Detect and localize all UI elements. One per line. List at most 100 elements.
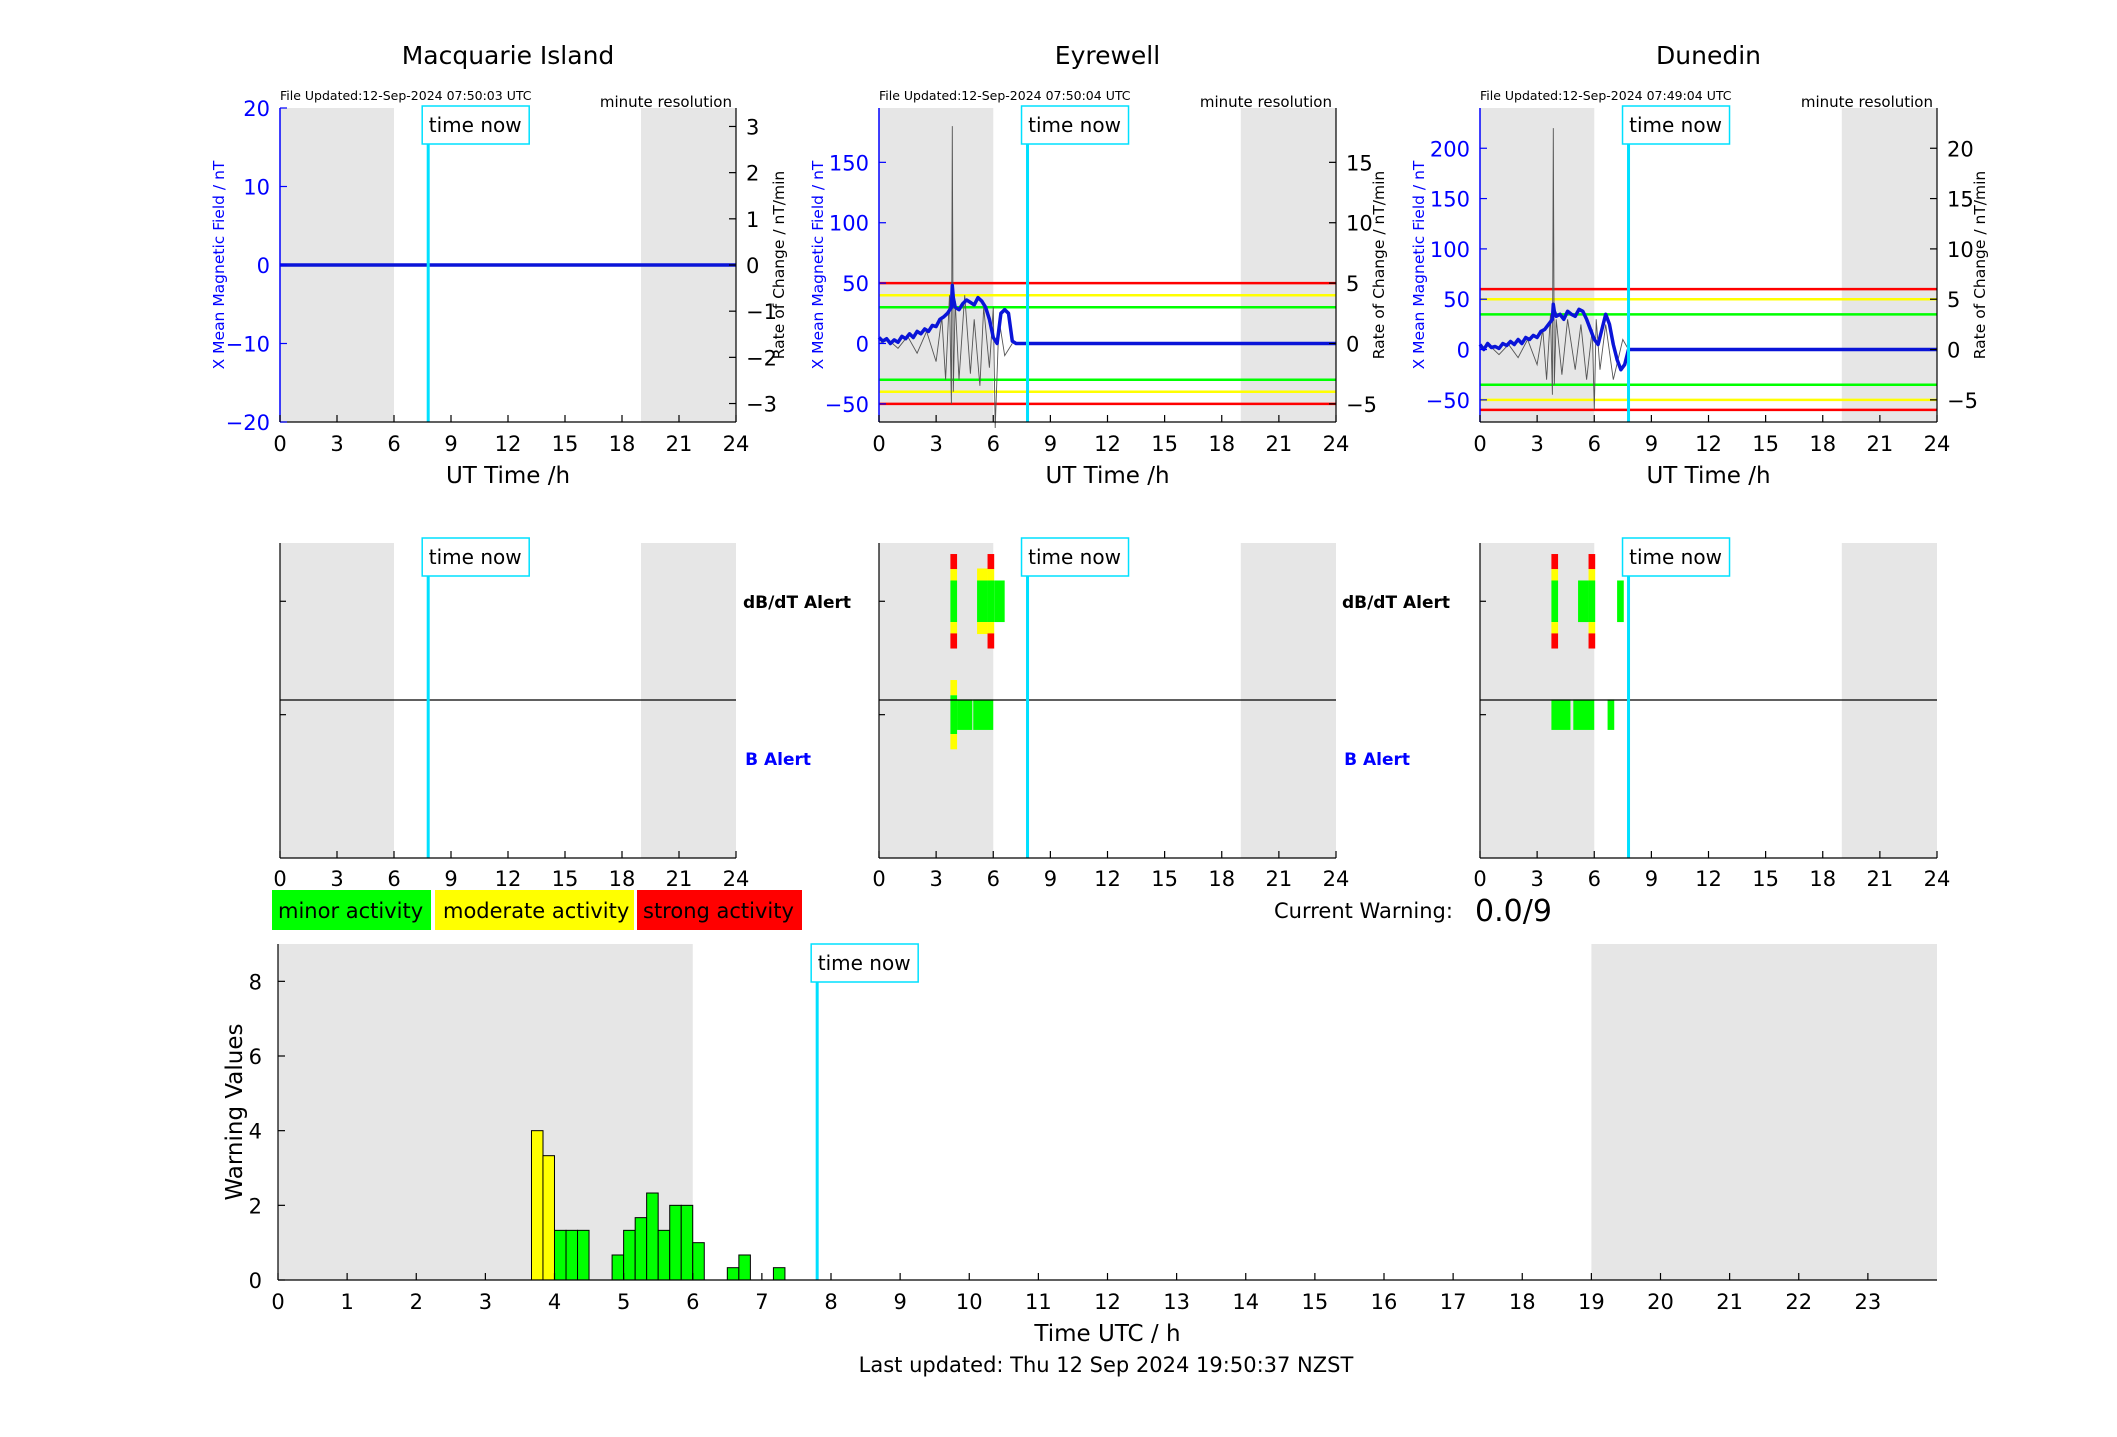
warning-x-tick-label: 12 (1094, 1290, 1121, 1314)
left-tick-label: 20 (243, 97, 270, 121)
b-alert-block-green (950, 695, 958, 735)
alert-x-tick-label: 6 (1588, 867, 1601, 891)
warning-y-tick-label: 4 (249, 1120, 262, 1144)
time-now-box (1020, 105, 1130, 145)
right-tick-label: −5 (1947, 389, 1978, 413)
alert-x-tick-label: 21 (1266, 867, 1293, 891)
dbdt-alert-block-green (1551, 580, 1559, 623)
alert-x-tick-label: 0 (872, 867, 885, 891)
warning-bar (577, 1229, 590, 1281)
x-tick-label: 18 (1809, 432, 1836, 456)
right-tick-label: 15 (1346, 151, 1373, 175)
alert-x-tick-label: 6 (387, 867, 400, 891)
warning-bar (634, 1217, 648, 1281)
legend-minor-swatch (272, 890, 431, 930)
dbdt-alert-block-yellow (987, 569, 995, 581)
left-y-axis-label: X Mean Magnetic Field / nT (210, 160, 228, 369)
dbdt-alert-block-green (977, 580, 988, 623)
left-tick-label: −50 (1426, 389, 1470, 413)
b-alert-block-green (1573, 699, 1595, 730)
alert-x-tick-label: 24 (1323, 867, 1350, 891)
alert-x-tick-label: 24 (723, 867, 750, 891)
alert-x-tick-label: 0 (1473, 867, 1486, 891)
x-tick-label: 24 (723, 432, 750, 456)
dbdt-alert-block-green (987, 580, 995, 623)
b-alert-block-yellow (950, 734, 958, 750)
time-now-box (1621, 537, 1731, 577)
alert-x-tick-label: 3 (1530, 867, 1543, 891)
dbdt-alert-block-yellow (1588, 622, 1596, 634)
alert-x-tick-label: 18 (1809, 867, 1836, 891)
dbdt-alert-label: dB/dT Alert (1342, 593, 1450, 613)
right-tick-label: 10 (1947, 238, 1974, 262)
b-alert-block-green (973, 699, 994, 730)
dbdt-alert-block-yellow (950, 622, 958, 634)
x-tick-label: 3 (929, 432, 942, 456)
warning-x-tick-label: 1 (340, 1290, 353, 1314)
night-shade (278, 944, 693, 1280)
warning-y-tick-label: 8 (249, 970, 262, 994)
time-now-box (1621, 105, 1731, 145)
warning-x-tick-label: 21 (1716, 1290, 1743, 1314)
warning-bar (772, 1267, 786, 1281)
alert-x-tick-label: 15 (552, 867, 579, 891)
alert-x-tick-label: 15 (1752, 867, 1779, 891)
x-tick-label: 12 (495, 432, 522, 456)
rate-of-change-trace (878, 126, 1013, 429)
left-tick-label: 100 (1430, 238, 1470, 262)
warning-x-tick-label: 17 (1440, 1290, 1467, 1314)
right-tick-label: 5 (1947, 288, 1960, 312)
night-shade (1240, 108, 1336, 422)
dbdt-alert-block-red (987, 554, 995, 570)
dbdt-alert-block-red (1588, 633, 1596, 649)
warning-x-tick-label: 22 (1785, 1290, 1812, 1314)
x-tick-label: 12 (1094, 432, 1121, 456)
night-shade (1591, 944, 1937, 1280)
x-tick-label: 21 (1867, 432, 1894, 456)
right-tick-label: 0 (746, 254, 759, 278)
right-tick-label: 0 (1346, 333, 1359, 357)
x-tick-label: 0 (1473, 432, 1486, 456)
warning-x-tick-label: 3 (479, 1290, 492, 1314)
left-tick-label: 0 (257, 254, 270, 278)
x-tick-label: 0 (273, 432, 286, 456)
station-title: Macquarie Island (402, 41, 615, 70)
legend-minor-label: minor activity (278, 899, 423, 923)
dbdt-alert-block-yellow (1551, 569, 1559, 581)
x-tick-label: 12 (1695, 432, 1722, 456)
legend-moderate-label: moderate activity (443, 899, 629, 923)
warning-x-tick-label: 11 (1025, 1290, 1052, 1314)
warning-x-tick-label: 19 (1578, 1290, 1605, 1314)
left-tick-label: 10 (243, 176, 270, 200)
dbdt-alert-block-red (987, 633, 995, 649)
x-tick-label: 3 (330, 432, 343, 456)
activity-legend: minor activity moderate activity strong … (272, 890, 802, 930)
station-dunedin: Dunedin File Updated:12-Sep-2024 07:49:04… (1410, 41, 1989, 891)
warning-bar (669, 1204, 682, 1281)
time-now-label: time now (429, 545, 522, 569)
warning-x-tick-label: 16 (1371, 1290, 1398, 1314)
current-warning-value: 0.0/9 (1475, 894, 1552, 929)
dbdt-alert-block-red (950, 554, 958, 570)
left-tick-label: 0 (1457, 339, 1470, 363)
alert-x-tick-label: 3 (330, 867, 343, 891)
right-tick-label: 5 (1346, 272, 1359, 296)
warning-x-tick-label: 8 (824, 1290, 837, 1314)
time-now-label: time now (818, 951, 911, 975)
time-now-label: time now (1028, 113, 1121, 137)
alert-x-tick-label: 9 (1044, 867, 1057, 891)
right-tick-label: −1 (746, 300, 777, 324)
warning-x-tick-label: 4 (548, 1290, 561, 1314)
x-tick-label: 24 (1924, 432, 1951, 456)
alert-x-tick-label: 18 (1208, 867, 1235, 891)
time-now-box (810, 943, 919, 983)
warning-x-tick-label: 5 (617, 1290, 630, 1314)
warning-y-axis-label: Warning Values (222, 1023, 248, 1200)
left-tick-label: −20 (226, 411, 270, 435)
alert-x-tick-label: 9 (444, 867, 457, 891)
left-tick-label: 50 (1443, 288, 1470, 312)
right-y-axis-label: Rate of Change / nT/min (770, 171, 788, 360)
warning-y-tick-label: 6 (249, 1045, 262, 1069)
x-tick-label: 15 (1752, 432, 1779, 456)
